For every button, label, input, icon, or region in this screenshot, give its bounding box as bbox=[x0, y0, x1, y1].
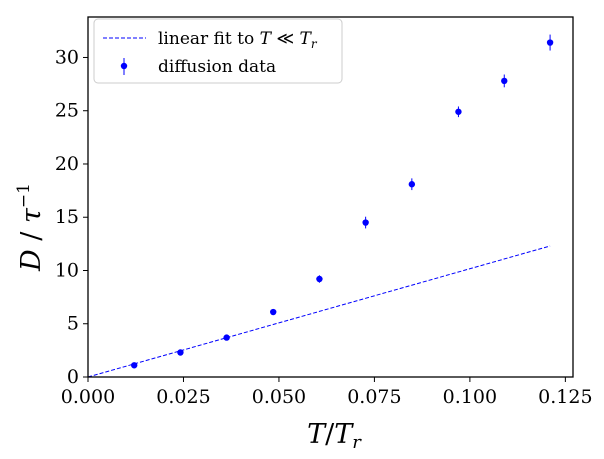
x-axis-label-subscript: r bbox=[352, 432, 362, 453]
y-tick-label: 20 bbox=[55, 153, 79, 175]
x-axis-label-tr: T bbox=[334, 419, 354, 450]
legend-fit-tr: T bbox=[300, 29, 313, 49]
legend: linear fit to T ≪ Tr diffusion data bbox=[93, 18, 343, 84]
data-point bbox=[270, 308, 277, 316]
legend-fit-subscript: r bbox=[311, 37, 318, 51]
y-axis-label: D / τ−1 bbox=[14, 183, 47, 272]
legend-data-marker-swatch bbox=[120, 62, 128, 70]
x-axis-label-t: T bbox=[307, 419, 327, 450]
x-tick-label: 0.050 bbox=[252, 386, 306, 408]
legend-data-label: diffusion data bbox=[158, 57, 276, 77]
axes-frame bbox=[87, 16, 574, 378]
legend-fit-t: T bbox=[260, 29, 273, 49]
data-point bbox=[501, 77, 508, 85]
x-tick-label: 0.025 bbox=[156, 386, 210, 408]
y-axis-label-tau: τ bbox=[16, 207, 47, 223]
y-tick-label: 25 bbox=[55, 100, 79, 122]
fit-line bbox=[87, 245, 551, 378]
data-point bbox=[223, 334, 230, 341]
y-tick-label: 10 bbox=[55, 259, 79, 281]
data-point bbox=[546, 39, 554, 46]
y-tick-label: 30 bbox=[55, 46, 79, 68]
x-tick-label: 0.100 bbox=[443, 386, 497, 408]
x-tick-label: 0.075 bbox=[347, 386, 401, 408]
data-points-layer bbox=[131, 34, 554, 369]
legend-box bbox=[93, 18, 343, 84]
data-point bbox=[316, 275, 323, 283]
data-point bbox=[177, 349, 184, 356]
y-tick-label: 0 bbox=[67, 366, 79, 388]
y-axis-label-sep: / bbox=[16, 223, 47, 249]
legend-fit-prefix: linear fit to bbox=[158, 29, 260, 49]
y-axis-ticks: 0 5 10 15 20 25 30 bbox=[55, 46, 88, 388]
data-point bbox=[131, 362, 138, 369]
data-point bbox=[362, 219, 369, 226]
x-axis-label: T/Tr bbox=[307, 419, 362, 453]
y-tick-label: 5 bbox=[67, 313, 79, 335]
x-axis-ticks: 0.000 0.025 0.050 0.075 0.100 0.125 bbox=[61, 377, 593, 408]
data-point bbox=[455, 108, 462, 115]
fit-line-layer bbox=[87, 245, 551, 378]
legend-fit-relation: ≪ bbox=[271, 29, 300, 49]
legend-fit-label: linear fit to T ≪ Tr bbox=[158, 29, 318, 51]
x-tick-label: 0.000 bbox=[61, 386, 115, 408]
x-axis-label-sep: / bbox=[325, 419, 335, 450]
y-axis-label-d: D bbox=[16, 249, 47, 272]
x-tick-label: 0.125 bbox=[538, 386, 592, 408]
data-point bbox=[408, 181, 416, 188]
y-axis-label-exponent: −1 bbox=[14, 183, 34, 208]
y-tick-label: 15 bbox=[55, 206, 79, 228]
